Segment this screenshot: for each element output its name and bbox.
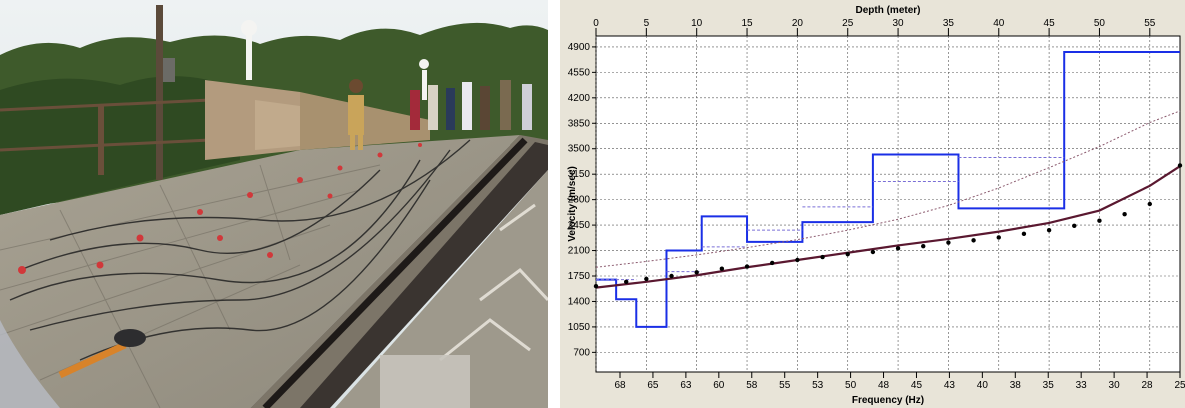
depth-tick-label: 20 (792, 18, 804, 29)
measured-point (1147, 201, 1152, 207)
frequency-tick-label: 35 (1043, 380, 1055, 391)
measured-point (820, 254, 825, 260)
measured-point (870, 249, 876, 255)
depth-tick-label: 40 (993, 18, 1005, 29)
top-axis-title: Depth (meter) (855, 5, 920, 16)
depth-tick-label: 55 (1144, 18, 1156, 29)
grid-lines (595, 36, 1180, 372)
velocity-tick-label: 2800 (568, 195, 591, 206)
depth-tick-label: 10 (691, 18, 703, 29)
measured-point (1046, 227, 1052, 233)
velocity-tick-label: 3500 (568, 144, 591, 155)
measured-point (795, 257, 800, 263)
frequency-tick-label: 28 (1141, 380, 1153, 391)
measured-point (845, 251, 850, 257)
depth-tick-label: 5 (644, 18, 650, 29)
velocity-tick-label: 1400 (568, 296, 591, 307)
measured-point (1177, 163, 1183, 168)
depth-axis: 0 5 10 15 20 25 30 35 40 45 50 55 (593, 18, 1156, 36)
depth-tick-label: 50 (1094, 18, 1106, 29)
frequency-tick-label: 33 (1076, 380, 1088, 391)
frequency-tick-label: 48 (878, 380, 890, 391)
measured-point (669, 273, 674, 279)
frequency-tick-label: 53 (812, 380, 824, 391)
measured-point (1122, 211, 1127, 217)
y-axis-title: Velocity (m/sec) (567, 166, 578, 242)
velocity-profile-chart: 0 5 10 15 20 25 30 35 40 45 50 55 68 65 63 60 58 55 53 50 4… (560, 0, 1185, 408)
measured-point (744, 264, 750, 269)
velocity-tick-label: 4900 (568, 42, 591, 53)
frequency-tick-label: 60 (713, 380, 725, 391)
measured-point (1097, 218, 1102, 223)
measured-point (770, 260, 775, 266)
theoretical-dispersion-dotted-line (595, 110, 1181, 268)
depth-tick-label: 25 (842, 18, 854, 29)
frequency-tick-label: 55 (779, 380, 791, 391)
field-survey-photo (0, 0, 548, 408)
measured-point (1072, 223, 1077, 229)
measured-point (895, 246, 901, 251)
measured-point (1021, 231, 1027, 237)
frequency-tick-label: 45 (911, 380, 923, 391)
measured-point (644, 276, 649, 282)
frequency-tick-label: 65 (647, 380, 659, 391)
depth-tick-label: 15 (741, 18, 753, 29)
depth-tick-label: 30 (893, 18, 905, 29)
frequency-tick-label: 25 (1174, 380, 1185, 391)
velocity-axis: 700 1050 1400 1750 2100 2450 2800 3150 3500 3850 4… (568, 42, 596, 358)
velocity-tick-label: 1750 (568, 271, 591, 282)
velocity-tick-label: 700 (573, 347, 590, 358)
series-layer (593, 51, 1183, 328)
frequency-tick-label: 30 (1109, 380, 1121, 391)
measured-point (719, 266, 725, 271)
frequency-tick-label: 43 (944, 380, 956, 391)
measured-point (996, 235, 1001, 240)
plot-area (595, 35, 1181, 373)
velocity-tick-label: 3150 (568, 169, 591, 180)
depth-tick-label: 35 (943, 18, 955, 29)
measured-point (624, 279, 629, 285)
frequency-tick-label: 68 (614, 380, 626, 391)
frequency-tick-label: 63 (680, 380, 692, 391)
frequency-axis: 68 65 63 60 58 55 53 50 48 45 43 40 38 35 33 30 28 25 (614, 372, 1185, 391)
velocity-tick-label: 3850 (568, 118, 591, 129)
frequency-tick-label: 38 (1010, 380, 1022, 391)
frequency-tick-label: 50 (845, 380, 857, 391)
velocity-tick-label: 2100 (568, 246, 591, 257)
fitted-dispersion-curve-line (595, 165, 1181, 289)
frequency-tick-label: 40 (977, 380, 989, 391)
velocity-tick-label: 1050 (568, 322, 591, 333)
depth-tick-label: 0 (593, 18, 599, 29)
measured-point (921, 243, 926, 249)
measured-point (593, 283, 599, 289)
velocity-tick-label: 4550 (568, 67, 591, 78)
depth-tick-label: 45 (1044, 18, 1056, 29)
measured-point (946, 240, 951, 245)
velocity-tick-label: 4200 (568, 93, 591, 104)
measured-point (694, 270, 699, 275)
measured-point (971, 238, 976, 243)
frequency-tick-label: 58 (746, 380, 758, 391)
shear-velocity-profile-line (596, 51, 1180, 328)
bottom-axis-title: Frequency (Hz) (852, 395, 924, 406)
velocity-tick-label: 2450 (568, 220, 591, 231)
